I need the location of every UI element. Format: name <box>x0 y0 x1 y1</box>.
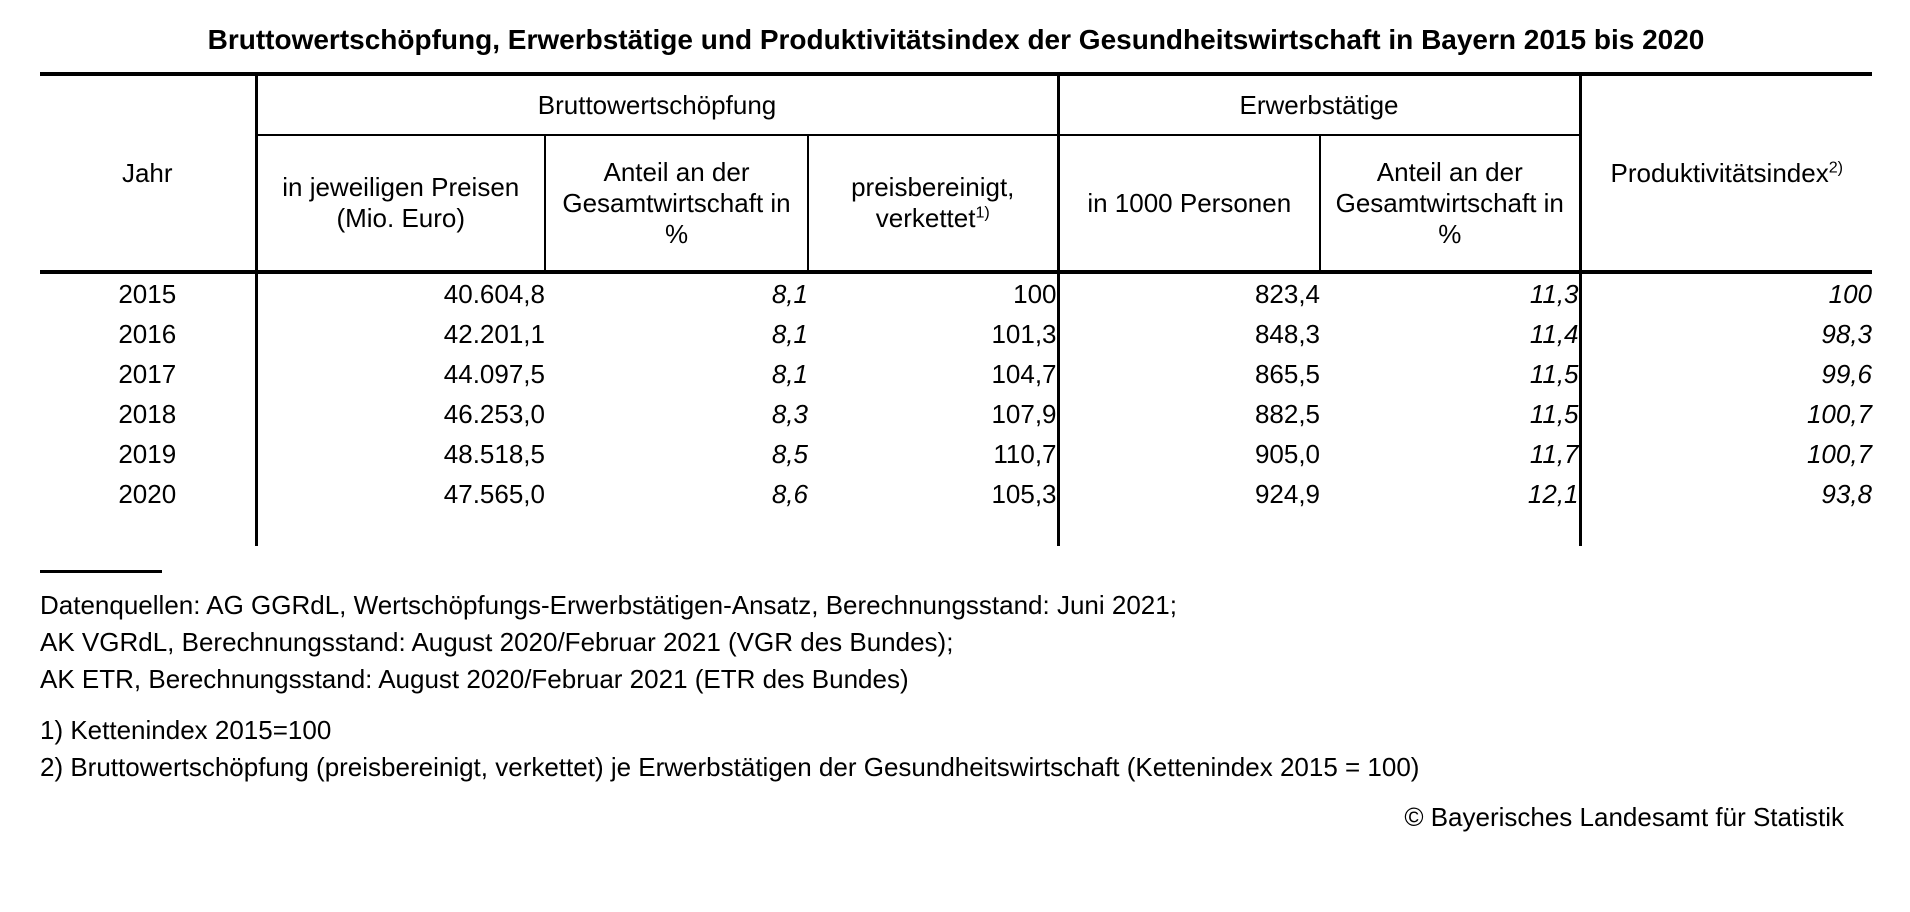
copyright-notice: © Bayerisches Landesamt für Statistik <box>1404 802 1844 832</box>
cell-produktivitaetsindex: 100,7 <box>1806 438 1873 469</box>
cell-erw-anteil: 11,3 <box>1320 272 1582 314</box>
table-row-2019: 2019 48.518,5 8,5 110,7 905,0 11,7 100,7 <box>40 434 1872 474</box>
column-header-jahr: Jahr <box>40 74 258 274</box>
produktivitaetsindex-label: Produktivitätsindex <box>1610 157 1829 188</box>
cell-bws-preisbereinigt: 107,9 <box>808 394 1060 434</box>
data-sources: Datenquellen: AG GGRdL, Wertschöpfungs-E… <box>40 587 1872 698</box>
footnote-1: 1) Kettenindex 2015=100 <box>40 715 332 745</box>
cell-bws-anteil: 8,1 <box>771 318 808 349</box>
table-row-2015: 2015 40.604,8 8,1 100 823,4 11,3 100 <box>40 272 1872 314</box>
cell-bws-preisbereinigt: 110,7 <box>808 434 1060 474</box>
table-spacer-row <box>40 514 1872 546</box>
cell-bws-preisbereinigt: 105,3 <box>808 474 1060 514</box>
cell-erw-anteil: 11,5 <box>1320 354 1582 394</box>
column-header-produktivitaetsindex: Produktivitätsindex2) <box>1580 74 1873 274</box>
cell-jahr: 2015 <box>40 272 258 314</box>
cell-bws-nominal: 48.518,5 <box>443 438 545 469</box>
group-header-bruttowertschoepfung: Bruttowertschöpfung <box>256 74 1060 136</box>
cell-bws-anteil: 8,1 <box>771 278 808 309</box>
table-header: Jahr Bruttowertschöpfung Erwerbstätige P… <box>40 74 1873 274</box>
cell-erw-personen: 823,4 <box>1254 278 1321 309</box>
cell-bws-preisbereinigt: 100 <box>808 272 1060 314</box>
cell-jahr: 2018 <box>40 394 258 434</box>
cell-jahr: 2016 <box>40 314 258 354</box>
footnote-marker-1: 1) <box>975 203 990 222</box>
cell-produktivitaetsindex: 98,3 <box>1821 318 1873 349</box>
cell-erw-anteil: 11,4 <box>1320 314 1582 354</box>
cell-erw-personen: 924,9 <box>1254 478 1321 509</box>
column-header-bws-nominal: in jeweiligen Preisen (Mio. Euro) <box>256 135 546 274</box>
column-header-bws-anteil: Anteil an der Gesamtwirtschaft in % <box>545 135 809 274</box>
column-header-erw-anteil: Anteil an der Gesamtwirtschaft in % <box>1320 135 1582 274</box>
column-header-erw-personen: in 1000 Personen <box>1058 135 1322 274</box>
cell-bws-anteil: 8,3 <box>771 398 808 429</box>
cell-jahr: 2019 <box>40 434 258 474</box>
cell-bws-nominal: 42.201,1 <box>443 318 545 349</box>
table-body: 2015 40.604,8 8,1 100 823,4 11,3 100 201… <box>40 272 1872 546</box>
cell-bws-anteil: 8,6 <box>771 478 808 509</box>
preisbereinigt-label: preisbereinigt, verkettet <box>851 172 1015 233</box>
group-header-erwerbstaetige: Erwerbstätige <box>1058 74 1582 136</box>
statistics-table: Jahr Bruttowertschöpfung Erwerbstätige P… <box>40 72 1873 546</box>
footnote-2: 2) Bruttowertschöpfung (preisbereinigt, … <box>40 752 1420 782</box>
table-row-2017: 2017 44.097,5 8,1 104,7 865,5 11,5 99,6 <box>40 354 1872 394</box>
cell-erw-personen: 882,5 <box>1254 398 1321 429</box>
footnote-separator-line <box>40 570 162 573</box>
source-line-1: Datenquellen: AG GGRdL, Wertschöpfungs-E… <box>40 590 1177 620</box>
table-row-2020: 2020 47.565,0 8,6 105,3 924,9 12,1 93,8 <box>40 474 1872 514</box>
cell-bws-anteil: 8,1 <box>771 358 808 389</box>
group-header-row: Jahr Bruttowertschöpfung Erwerbstätige P… <box>40 74 1873 274</box>
page-title: Bruttowertschöpfung, Erwerbstätige und P… <box>207 24 1705 55</box>
cell-erw-personen: 865,5 <box>1254 358 1321 389</box>
cell-bws-preisbereinigt: 101,3 <box>808 314 1060 354</box>
cell-produktivitaetsindex: 93,8 <box>1821 478 1873 509</box>
column-header-bws-preisbereinigt: preisbereinigt, verkettet1) <box>808 135 1060 274</box>
cell-bws-nominal: 46.253,0 <box>443 398 545 429</box>
cell-produktivitaetsindex: 100,7 <box>1806 398 1873 429</box>
sub-header-row: in jeweiligen Preisen (Mio. Euro) Anteil… <box>40 135 1872 274</box>
cell-produktivitaetsindex: 99,6 <box>1821 358 1873 389</box>
table-row-2018: 2018 46.253,0 8,3 107,9 882,5 11,5 100,7 <box>40 394 1872 434</box>
cell-erw-personen: 905,0 <box>1254 438 1321 469</box>
cell-bws-nominal: 47.565,0 <box>443 478 545 509</box>
cell-produktivitaetsindex: 100 <box>1828 278 1873 309</box>
cell-bws-nominal: 44.097,5 <box>443 358 545 389</box>
footnotes: 1) Kettenindex 2015=100 2) Bruttowertsch… <box>40 712 1872 786</box>
cell-bws-preisbereinigt: 104,7 <box>808 354 1060 394</box>
cell-jahr: 2020 <box>40 474 258 514</box>
cell-erw-anteil: 11,5 <box>1320 394 1582 434</box>
table-row-2016: 2016 42.201,1 8,1 101,3 848,3 11,4 98,3 <box>40 314 1872 354</box>
cell-bws-nominal: 40.604,8 <box>443 278 545 309</box>
footnote-marker-2: 2) <box>1828 157 1844 176</box>
cell-erw-anteil: 12,1 <box>1320 474 1582 514</box>
source-line-2: AK VGRdL, Berechnungsstand: August 2020/… <box>40 627 954 657</box>
cell-bws-anteil: 8,5 <box>771 438 808 469</box>
cell-jahr: 2017 <box>40 354 258 394</box>
cell-erw-personen: 848,3 <box>1254 318 1321 349</box>
cell-erw-anteil: 11,7 <box>1320 434 1582 474</box>
source-line-3: AK ETR, Berechnungsstand: August 2020/Fe… <box>40 664 909 694</box>
